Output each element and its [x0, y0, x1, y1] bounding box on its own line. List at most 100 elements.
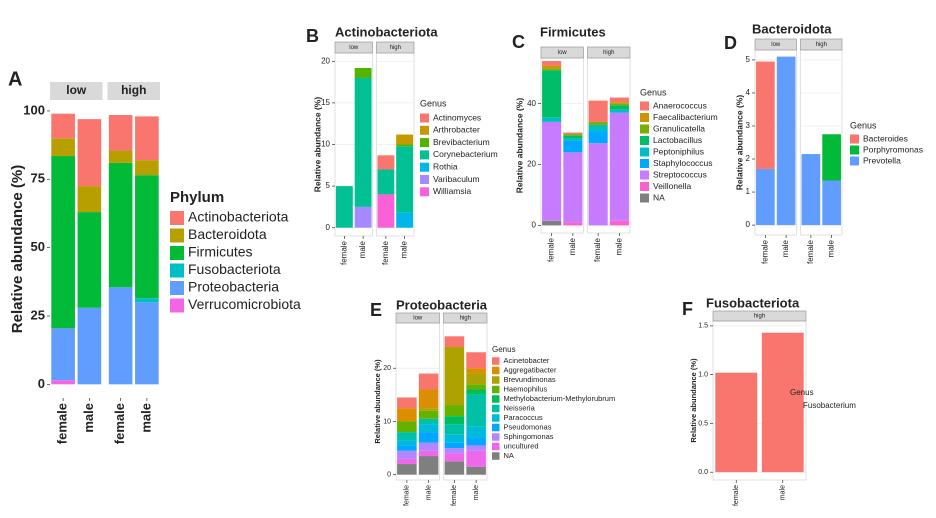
- bar-segment: [377, 194, 395, 228]
- legend-label: Varibaculum: [433, 174, 480, 184]
- x-tick-label: female: [55, 403, 70, 444]
- bar-segment: [563, 222, 583, 226]
- x-tick-label: female: [381, 240, 390, 265]
- bar-segment: [397, 440, 417, 446]
- bar-segment: [108, 162, 133, 288]
- legend-key: [492, 452, 500, 460]
- bar-segment: [609, 103, 629, 106]
- legend-label: Aggregatibacter: [504, 365, 557, 374]
- bar-segment: [418, 418, 439, 425]
- bar-segment: [609, 105, 629, 110]
- legend-key: [492, 433, 500, 441]
- y-tick-label: 25: [31, 307, 45, 322]
- y-axis-label: Relative abundance (%): [514, 98, 524, 194]
- legend-key: [640, 147, 649, 157]
- legend-key: [170, 298, 184, 313]
- legend-label: Peptoniphilus: [653, 146, 704, 156]
- x-tick-label: female: [806, 239, 815, 264]
- legend-key: [170, 211, 184, 225]
- legend-key: [170, 228, 184, 243]
- bar-segment: [466, 368, 486, 374]
- facet-strip: [754, 38, 797, 51]
- x-tick-label: male: [473, 485, 480, 500]
- chart-title: Firmicutes: [540, 24, 606, 39]
- bar-segment: [466, 384, 486, 390]
- legend-key: [640, 170, 649, 180]
- bar-segment: [588, 121, 608, 125]
- legend-label: Lactobacillus: [653, 135, 702, 145]
- bar-segment: [466, 389, 486, 395]
- bar-segment: [444, 424, 465, 435]
- panel-label: C: [512, 32, 525, 52]
- legend-label: Acinetobacter: [504, 356, 550, 365]
- legend-label: Bacteroidota: [188, 226, 267, 242]
- legend-label: Firmicutes: [188, 244, 253, 260]
- bar-segment: [108, 150, 133, 163]
- facet-label: low: [413, 316, 423, 322]
- bar-segment: [542, 220, 562, 226]
- bar-segment: [444, 405, 465, 417]
- legend-label: Bacteroides: [863, 133, 908, 143]
- bar-segment: [466, 437, 486, 446]
- bar-segment: [444, 461, 465, 475]
- legend-key: [420, 187, 429, 197]
- bar-segment: [396, 144, 414, 147]
- bar-segment: [418, 410, 439, 419]
- legend-key: [640, 193, 649, 203]
- legend-key: [850, 134, 859, 144]
- bar-segment: [444, 336, 465, 347]
- y-tick-label: 0: [387, 472, 391, 479]
- legend-key: [420, 175, 429, 184]
- bar-segment: [801, 154, 821, 226]
- bar-segment: [418, 408, 439, 411]
- bar-segment: [609, 97, 629, 103]
- x-tick-label: male: [425, 485, 432, 500]
- legend-key: [420, 125, 429, 135]
- legend-key: [170, 281, 184, 295]
- bar-segment: [756, 61, 775, 169]
- bar-segment: [542, 70, 562, 118]
- bar-segment: [51, 156, 75, 329]
- bar-segment: [51, 113, 75, 139]
- bar-segment: [377, 169, 395, 195]
- bar-segment: [397, 445, 417, 451]
- legend-label: Streptococcus: [653, 169, 707, 179]
- legend-title: Genus: [790, 388, 814, 397]
- bar-segment: [444, 346, 465, 406]
- bar-segment: [397, 458, 417, 465]
- legend-key: [420, 138, 429, 148]
- legend-title: Genus: [420, 98, 447, 108]
- bar-segment: [563, 132, 583, 135]
- x-tick-label: male: [614, 237, 623, 255]
- x-tick-label: female: [733, 485, 740, 506]
- panel-label: E: [370, 300, 382, 320]
- bar-segment: [609, 220, 629, 226]
- bar-segment: [542, 65, 562, 69]
- bar-segment: [418, 442, 439, 451]
- panel-label: B: [306, 26, 319, 46]
- facet-label: high: [816, 42, 827, 48]
- y-axis-label: Relative abundance (%): [312, 97, 322, 193]
- legend-label: Granulicatella: [653, 123, 705, 133]
- legend-key: [170, 246, 184, 260]
- legend-label: NA: [653, 192, 665, 202]
- legend-label: Brevundimonas: [504, 375, 556, 384]
- legend-label: Fusobacteriota: [188, 261, 281, 277]
- y-tick-label: 75: [31, 171, 45, 186]
- x-tick-label: female: [547, 237, 556, 262]
- legend-label: Sphingomonas: [504, 432, 554, 441]
- x-tick-label: male: [81, 403, 96, 433]
- y-tick-label: 1.0: [698, 371, 708, 378]
- facet-strip: [587, 46, 631, 59]
- panel-label: A: [8, 68, 22, 90]
- facet-strip: [395, 312, 440, 324]
- bar-segment: [563, 152, 583, 223]
- bar-segment: [396, 146, 414, 213]
- bar-segment: [444, 453, 465, 462]
- legend-label: Haemophilus: [504, 384, 548, 393]
- legend-label: Methylobacterium-Methylorubrum: [504, 394, 616, 403]
- y-tick-label: 10: [383, 418, 391, 425]
- x-tick-label: male: [568, 237, 577, 255]
- x-tick-label: male: [780, 485, 787, 500]
- y-tick-label: 20: [383, 365, 391, 372]
